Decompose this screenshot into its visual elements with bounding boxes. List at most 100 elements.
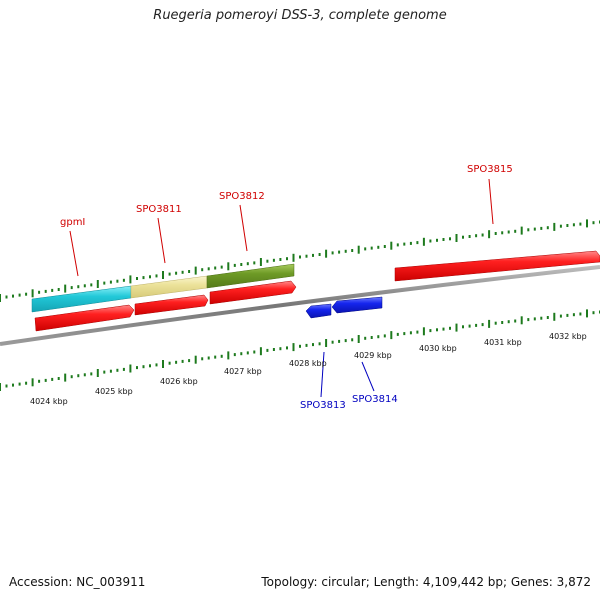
upper-scale-tick [520, 226, 523, 235]
upper-scale-tick [227, 262, 230, 271]
upper-scale-tick [292, 253, 295, 262]
lower-scale-tick [540, 316, 543, 320]
lower-scale-tick [83, 373, 86, 377]
lower-scale-tick [514, 319, 517, 323]
gene-label-gpmi[interactable]: gpmI [60, 217, 85, 228]
upper-scale-tick [175, 271, 178, 275]
upper-scale-tick [299, 255, 301, 259]
upper-scale-tick [566, 224, 569, 227]
lower-scale-tick [162, 360, 164, 368]
lower-scale-tick [390, 331, 393, 340]
upper-scale-tick [455, 234, 458, 242]
gene-arrow-spo3811[interactable] [134, 294, 209, 316]
gene-arrow-spo3813[interactable] [305, 303, 332, 319]
upper-scale-tick [220, 265, 223, 269]
lower-scale-tick [409, 331, 412, 335]
scale-label-4031: 4031 kbp [484, 338, 522, 347]
scale-label-4024: 4024 kbp [30, 397, 68, 406]
lower-scale-tick [149, 364, 151, 368]
lower-scale-tick [572, 313, 575, 317]
lower-scale-tick [566, 313, 569, 317]
upper-scale-tick [338, 250, 341, 254]
upper-scale-tick [592, 221, 595, 225]
upper-scale-tick [259, 258, 262, 266]
upper-scale-tick [155, 274, 158, 278]
upper-scale-tick [201, 268, 204, 272]
lower-scale-tick [253, 350, 256, 354]
lower-scale-tick [546, 316, 549, 319]
lower-scale-tick [90, 372, 93, 376]
upper-scale-tick [116, 279, 119, 283]
upper-scale-tick [396, 243, 399, 247]
scale-label-4029: 4029 kbp [354, 351, 392, 360]
lower-scale-tick [442, 327, 445, 331]
gene-arrow-spo3814[interactable] [331, 296, 383, 314]
lower-scale-tick [364, 336, 367, 340]
lower-scale-tick [122, 367, 125, 371]
upper-scale-tick [312, 253, 314, 257]
lower-scale-tick [299, 344, 301, 348]
lower-scale-tick [70, 375, 73, 379]
upper-scale-tick [559, 224, 562, 228]
gene-label-spo3811[interactable]: SPO3811 [136, 204, 182, 215]
lower-scale-tick [455, 323, 458, 332]
upper-scale-tick [31, 289, 34, 298]
gene-arrow-spo3812[interactable] [209, 280, 297, 305]
lower-scale-tick [462, 325, 464, 329]
gene-label-spo3812[interactable]: SPO3812 [219, 191, 265, 202]
upper-scale-tick [540, 226, 543, 230]
lower-scale-tick [31, 378, 34, 387]
genome-backbone [0, 265, 600, 346]
lower-scale-tick [18, 382, 21, 386]
gpmi-leader-line [69, 230, 79, 277]
lower-scale-tick [136, 366, 138, 370]
lower-scale-tick [259, 347, 262, 356]
upper-scale-tick [553, 222, 556, 231]
upper-scale-tick [501, 231, 504, 235]
upper-scale-tick [96, 280, 99, 288]
upper-scale-tick [449, 237, 451, 241]
upper-scale-tick [214, 266, 217, 270]
spo3814-leader-line [361, 361, 375, 392]
lower-scale-tick [305, 343, 308, 347]
gene-label-spo3815[interactable]: SPO3815 [467, 164, 513, 175]
lower-scale-tick [501, 321, 504, 324]
lower-scale-tick [233, 353, 236, 357]
upper-scale-tick [51, 288, 54, 292]
lower-scale-tick [129, 364, 132, 373]
upper-tick-track [0, 219, 600, 302]
upper-scale-tick [475, 234, 478, 238]
gene-label-spo3813[interactable]: SPO3813 [300, 400, 346, 411]
lower-scale-tick [188, 359, 191, 363]
upper-scale-tick [514, 229, 517, 233]
feature-bar-yellow[interactable] [130, 275, 208, 299]
upper-scale-tick [286, 257, 288, 261]
gene-label-spo3814[interactable]: SPO3814 [352, 394, 398, 405]
lower-scale-tick [246, 351, 249, 355]
upper-scale-tick [416, 241, 419, 245]
lower-scale-tick [370, 336, 373, 339]
lower-scale-tick [279, 347, 282, 351]
lower-scale-tick [44, 378, 47, 382]
upper-scale-tick [253, 261, 256, 265]
upper-scale-tick [481, 233, 484, 237]
upper-scale-tick [383, 245, 386, 248]
upper-scale-tick [194, 266, 197, 275]
lower-scale-tick [403, 332, 406, 336]
gene-arrow-spo3815[interactable] [394, 250, 600, 282]
lower-scale-tick [481, 323, 484, 327]
upper-scale-tick [507, 230, 510, 234]
lower-tick-track [0, 309, 600, 391]
feature-bar-olive[interactable] [206, 263, 295, 289]
upper-scale-tick [527, 228, 530, 232]
scale-label-4026: 4026 kbp [160, 377, 198, 386]
upper-scale-tick [468, 235, 471, 238]
upper-scale-tick [38, 290, 41, 294]
upper-scale-tick [233, 263, 236, 267]
upper-scale-tick [488, 230, 491, 239]
lower-scale-tick [377, 335, 380, 339]
upper-scale-tick [18, 293, 21, 297]
lower-scale-tick [396, 332, 399, 336]
gene-arrow-gpmi[interactable] [34, 304, 135, 332]
